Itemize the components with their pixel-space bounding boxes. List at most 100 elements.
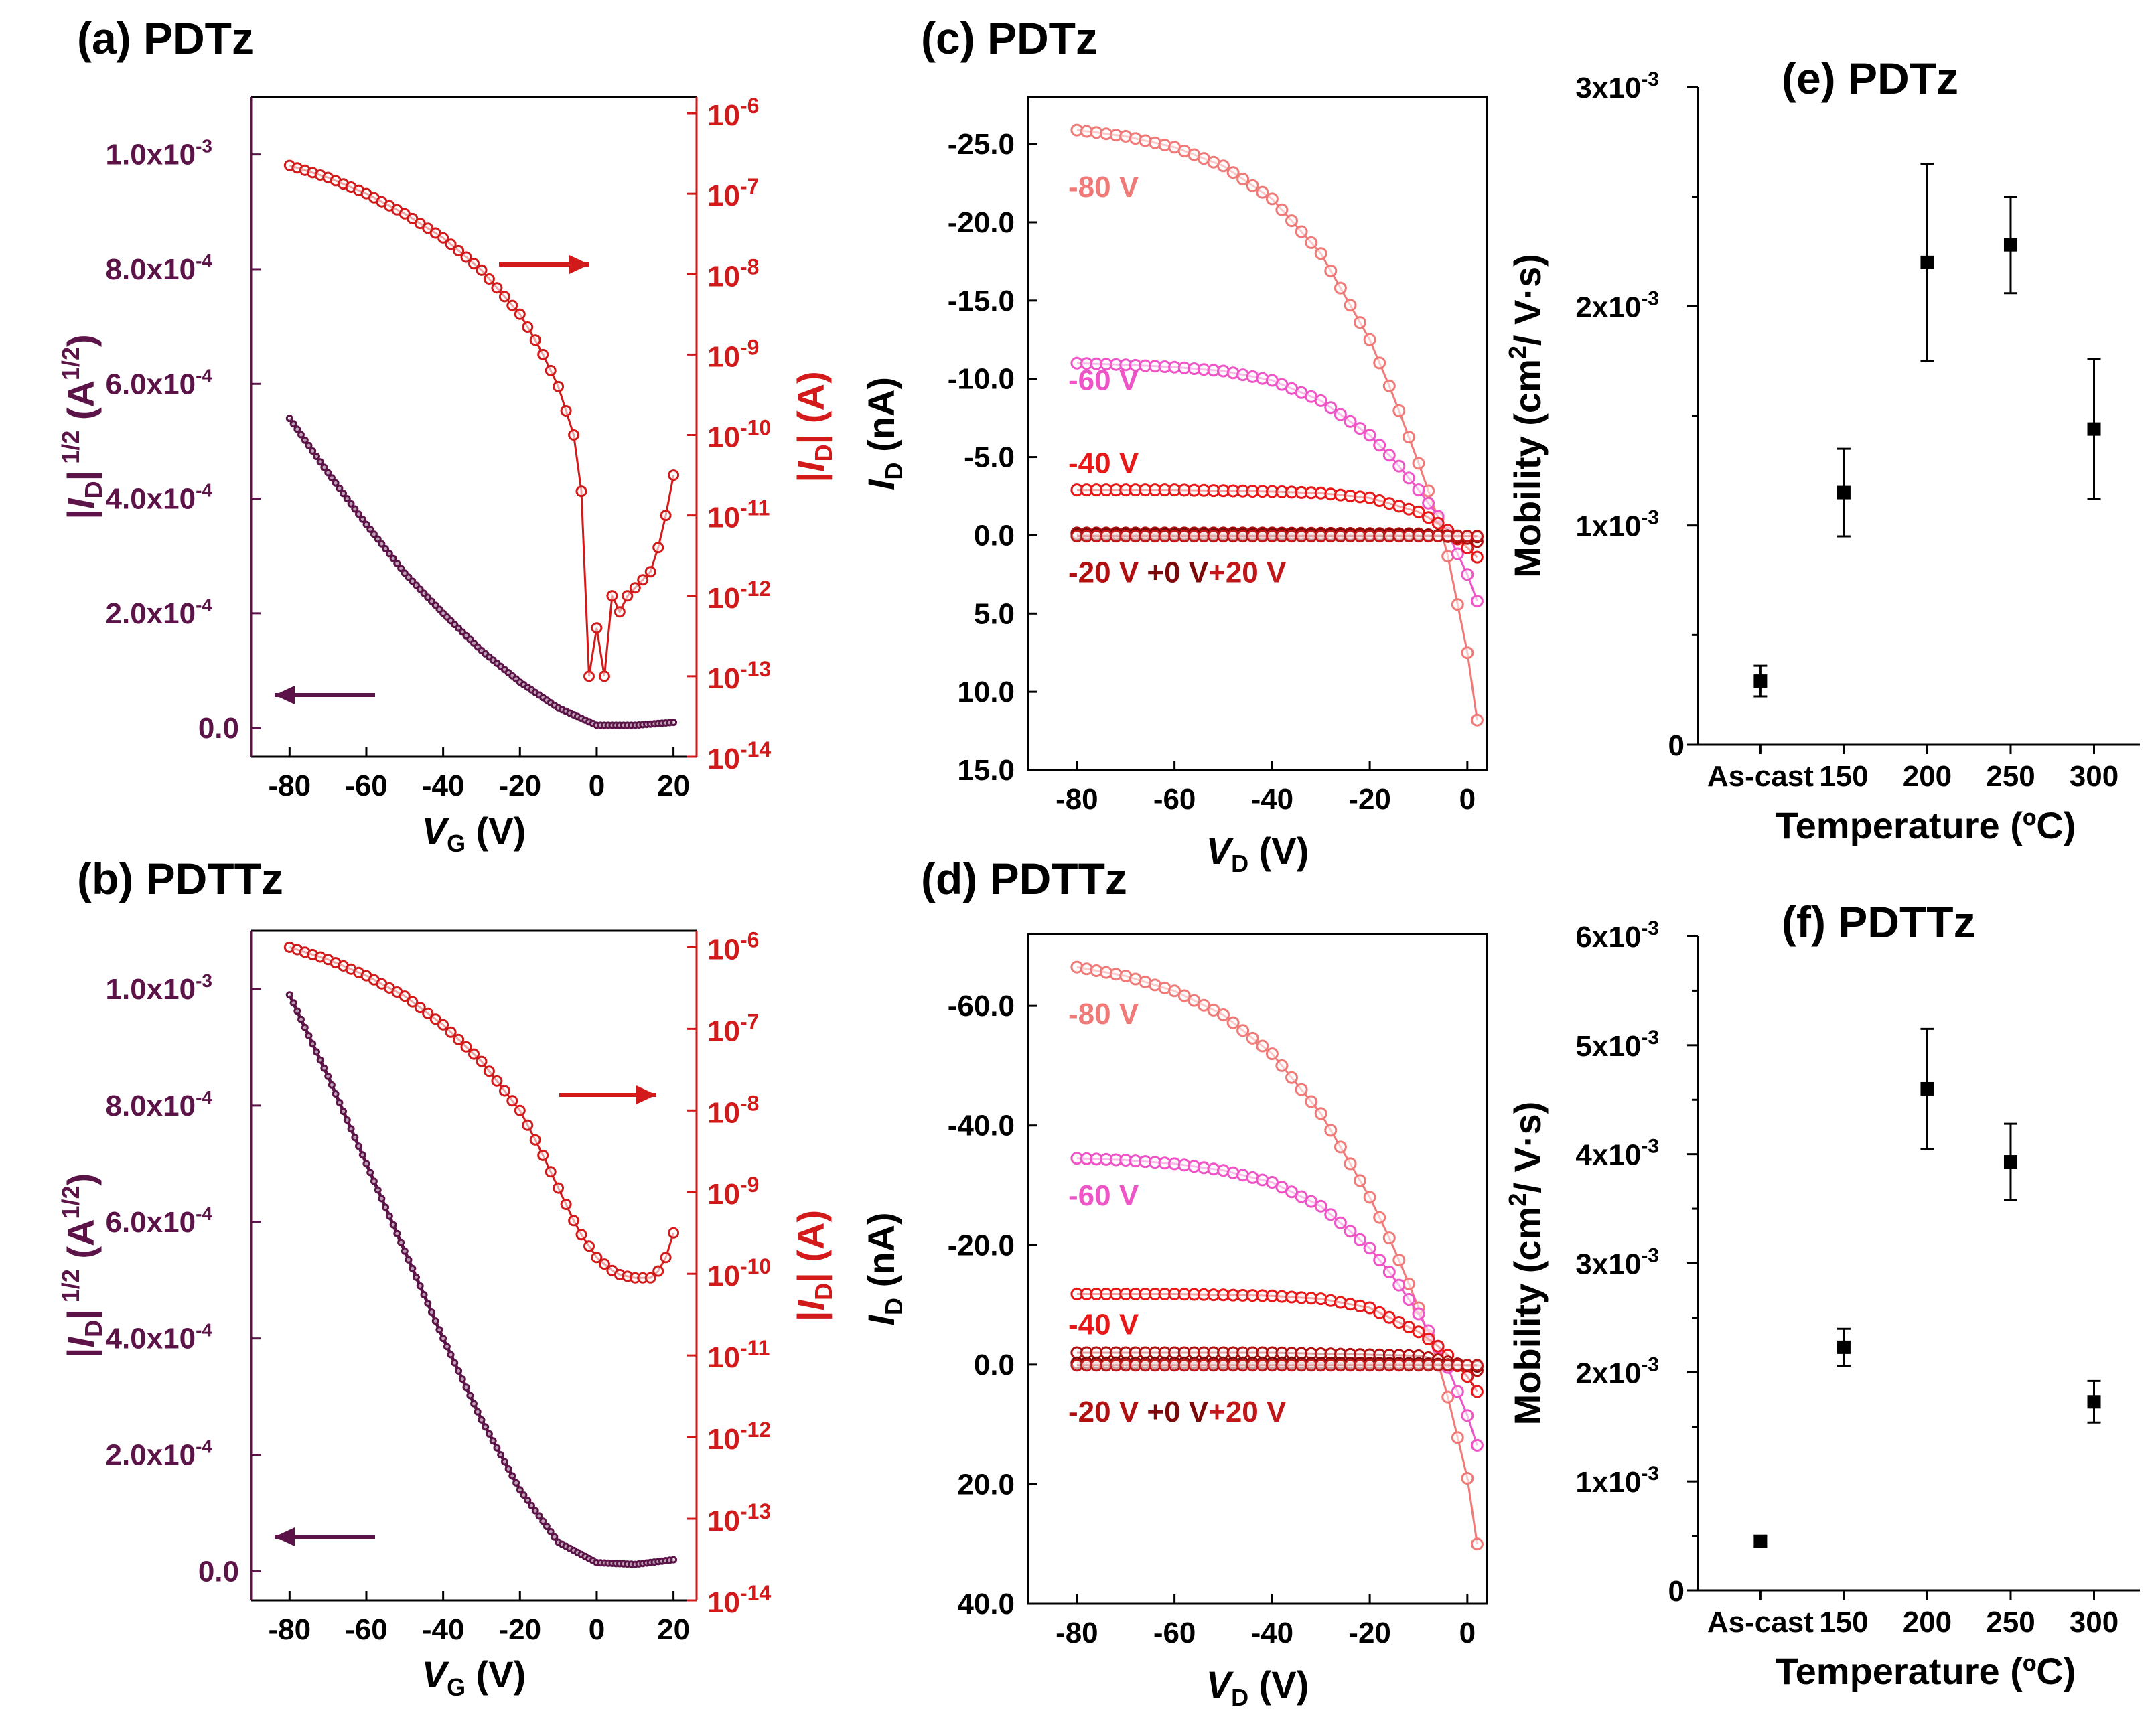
- x-tick-label: -40: [422, 1613, 465, 1646]
- right-y-tick-label: 10-12: [707, 1418, 771, 1456]
- output-series-point: [1461, 646, 1474, 660]
- log-series-point: [652, 542, 664, 554]
- log-series-point: [560, 1199, 572, 1210]
- sqrt-series-point: [374, 1186, 382, 1194]
- right-y-tick-label: 10-8: [707, 254, 759, 293]
- output-series-point: [1354, 1233, 1366, 1246]
- sqrt-series-point: [355, 510, 362, 518]
- sqrt-series-point: [447, 1351, 455, 1359]
- output-series-point: [1226, 166, 1240, 179]
- sqrt-series-point: [328, 1081, 336, 1089]
- output-series-point: [1354, 1174, 1366, 1187]
- output-series-point: [1275, 203, 1289, 216]
- log-series-point: [483, 1065, 495, 1077]
- output-series-point: [1451, 598, 1464, 611]
- data-point: [1753, 1534, 1768, 1548]
- sqrt-series-point: [301, 1023, 309, 1031]
- y-tick-label: 0: [1668, 1575, 1684, 1608]
- sqrt-series-point: [520, 1491, 528, 1499]
- right-y-axis-title: |ID| (A): [790, 371, 837, 482]
- output-series-point: [1354, 316, 1366, 329]
- sqrt-series-line: [288, 994, 674, 1566]
- x-tick-label: 300: [2070, 1606, 2118, 1639]
- left-y-tick-label: 1.0x10-3: [106, 970, 212, 1006]
- sqrt-series-point: [301, 436, 309, 444]
- right-arrow-a-head: [569, 255, 589, 274]
- sqrt-series-point: [551, 1533, 559, 1541]
- output-series-point: [1324, 264, 1338, 277]
- sqrt-series-point: [524, 1496, 532, 1504]
- sqrt-series-point: [293, 1007, 301, 1015]
- sqrt-series-point: [289, 420, 297, 428]
- right-y-tick-label: 10-7: [707, 1009, 759, 1047]
- log-series-point: [414, 1002, 426, 1014]
- sqrt-series-point: [427, 597, 435, 605]
- output-series-point: [1168, 984, 1181, 998]
- y-tick-label: 1x10-3: [1575, 1462, 1659, 1499]
- left-y-tick-label: 8.0x10-4: [106, 1087, 213, 1122]
- y-tick-label: 0.0: [974, 1349, 1015, 1381]
- sqrt-series-point: [336, 484, 344, 492]
- sqrt-series-point: [497, 1451, 505, 1459]
- right-y-tick-label: 10-13: [707, 657, 771, 695]
- right-y-tick-label: 10-14: [707, 737, 771, 775]
- curve-label: -60 V: [1068, 364, 1139, 396]
- output-series-point: [1226, 1016, 1240, 1029]
- log-series-point: [429, 1013, 441, 1025]
- sqrt-series-point: [370, 530, 378, 538]
- curve-label: -40 V: [1068, 1308, 1139, 1341]
- x-axis-title: VD (V): [1206, 1663, 1309, 1711]
- output-series-point: [1177, 989, 1191, 1002]
- sqrt-series-point: [489, 1437, 497, 1445]
- sqrt-series-point: [416, 585, 424, 593]
- output-series-point: [1236, 173, 1250, 185]
- output-series-point: [1334, 1140, 1347, 1154]
- output-series-point: [1392, 404, 1406, 417]
- sqrt-series-point: [297, 431, 305, 439]
- sqrt-series-point: [324, 469, 332, 477]
- output-series-point: [1314, 1107, 1327, 1120]
- x-tick-label: 250: [1986, 760, 2035, 793]
- sqrt-series-point: [413, 1273, 420, 1281]
- output-series-point: [1470, 1438, 1484, 1452]
- output-series-point: [1470, 713, 1484, 727]
- y-tick-label: -15.0: [948, 285, 1015, 317]
- sqrt-series-point: [474, 1408, 482, 1416]
- y-tick-label: -20.0: [948, 206, 1015, 239]
- output-series-point: [1246, 179, 1259, 192]
- output-series-point: [1412, 457, 1425, 470]
- sqrt-series-point: [313, 1048, 320, 1056]
- sqrt-series-point: [347, 500, 355, 508]
- y-tick-label: 15.0: [957, 754, 1015, 787]
- log-series-point: [491, 1075, 503, 1087]
- y-tick-label: -20.0: [948, 1229, 1015, 1262]
- sqrt-series-point: [670, 719, 678, 727]
- output-series-point: [1470, 550, 1484, 564]
- sqrt-series-point: [332, 1090, 340, 1098]
- sqrt-series-point: [528, 1501, 535, 1509]
- sqrt-series-point: [458, 1375, 466, 1383]
- output-series-point: [1344, 1157, 1357, 1171]
- left-y-tick-label: 1.0x10-3: [106, 136, 212, 171]
- x-tick-label: -80: [1056, 1617, 1098, 1649]
- sqrt-series-point: [397, 1238, 405, 1246]
- sqrt-series-point: [351, 1134, 359, 1142]
- output-series-point: [1295, 225, 1308, 238]
- sqrt-series-point: [340, 490, 348, 498]
- output-series-point: [1373, 1306, 1386, 1319]
- sqrt-series-point: [355, 1142, 362, 1150]
- sqrt-series-point: [393, 559, 401, 567]
- sqrt-series-point: [378, 1195, 386, 1203]
- log-series-point: [583, 1240, 595, 1252]
- log-series-point: [407, 996, 419, 1008]
- panel-d-title: (d) PDTTz: [921, 854, 1127, 903]
- sqrt-series-point: [351, 505, 359, 513]
- left-arrow-b-head: [275, 1527, 295, 1546]
- log-series-point: [498, 291, 510, 303]
- curve-label-low: -20 V +0 V+20 V: [1068, 1396, 1287, 1428]
- output-series-point: [1422, 511, 1435, 524]
- right-y-tick-label: 10-11: [707, 1336, 770, 1374]
- output-series-point: [1461, 1409, 1474, 1422]
- left-arrow-a-head: [275, 686, 295, 704]
- y-tick-label: -60.0: [948, 990, 1015, 1023]
